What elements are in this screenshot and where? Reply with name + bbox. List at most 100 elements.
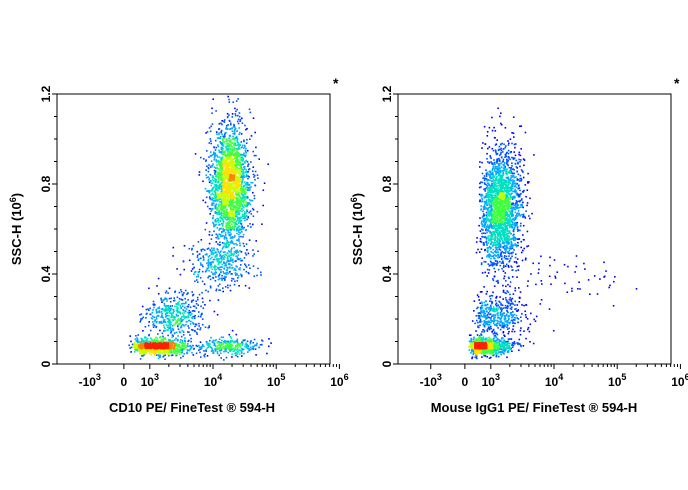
data-point <box>212 272 214 275</box>
data-point <box>228 205 231 207</box>
data-point <box>242 154 244 156</box>
data-point <box>515 143 517 145</box>
data-point <box>527 245 530 247</box>
data-point <box>196 250 199 253</box>
data-point <box>242 339 245 342</box>
data-point <box>492 329 495 332</box>
data-point <box>512 318 515 321</box>
data-point <box>178 323 181 326</box>
data-point <box>220 202 223 204</box>
data-point <box>164 313 167 315</box>
data-point <box>197 259 200 261</box>
data-point <box>227 286 229 289</box>
data-point <box>504 335 506 337</box>
data-point <box>235 152 237 154</box>
data-point <box>249 223 251 225</box>
data-point <box>255 240 257 242</box>
data-point <box>240 186 242 188</box>
data-point <box>502 307 505 309</box>
data-point <box>230 193 232 196</box>
data-point <box>231 217 233 220</box>
data-point <box>252 249 254 251</box>
data-point <box>209 130 212 133</box>
data-point <box>240 183 243 185</box>
data-point <box>192 253 194 255</box>
data-point <box>200 250 203 252</box>
data-point <box>245 183 248 185</box>
data-point <box>192 309 195 312</box>
data-point <box>505 285 507 288</box>
data-point <box>221 222 223 225</box>
data-point <box>174 318 176 321</box>
data-point <box>209 275 211 277</box>
data-point <box>223 190 225 193</box>
data-point <box>612 305 615 307</box>
data-point <box>238 207 241 209</box>
data-point <box>227 229 230 232</box>
data-point <box>229 221 232 223</box>
data-point <box>238 183 241 185</box>
data-point <box>220 216 223 219</box>
data-point <box>221 120 223 122</box>
data-point <box>170 323 173 326</box>
data-point <box>189 348 191 351</box>
data-point <box>145 347 148 349</box>
data-point <box>136 337 138 339</box>
data-point <box>209 286 212 289</box>
data-point <box>199 315 202 318</box>
data-point <box>218 196 221 199</box>
data-point <box>205 269 208 271</box>
data-point <box>150 337 152 339</box>
data-point <box>578 281 580 283</box>
data-point <box>237 177 239 179</box>
data-point <box>516 310 518 312</box>
data-point <box>139 347 142 350</box>
data-point <box>210 266 212 269</box>
data-point <box>220 255 223 258</box>
data-point <box>186 305 189 308</box>
data-point <box>208 325 210 327</box>
data-point <box>206 342 209 345</box>
data-point <box>235 157 238 159</box>
data-point <box>230 348 232 351</box>
data-point <box>479 166 481 168</box>
data-point <box>517 173 520 176</box>
data-point <box>504 265 507 267</box>
data-point <box>515 269 517 272</box>
data-point <box>139 350 141 353</box>
data-point <box>172 335 174 337</box>
data-point <box>226 241 228 244</box>
data-point <box>218 278 221 280</box>
data-point <box>506 309 508 312</box>
data-point <box>186 312 189 314</box>
data-point <box>152 324 155 326</box>
data-point <box>485 175 488 177</box>
data-point <box>159 349 162 352</box>
data-point <box>220 277 222 279</box>
data-point <box>228 226 230 228</box>
data-point <box>228 151 231 154</box>
data-point <box>499 328 502 331</box>
data-point <box>484 177 486 180</box>
data-point <box>508 277 510 280</box>
data-point <box>164 310 166 313</box>
data-point <box>483 214 486 216</box>
data-point <box>229 120 231 122</box>
data-point <box>214 170 217 173</box>
data-point <box>212 341 214 344</box>
data-point <box>203 345 205 348</box>
data-point <box>214 265 216 267</box>
data-point <box>500 153 502 155</box>
data-point <box>212 261 214 263</box>
data-point <box>613 280 615 283</box>
data-point <box>228 260 231 262</box>
data-point <box>209 264 212 267</box>
data-point <box>635 288 638 290</box>
data-point <box>229 241 232 244</box>
data-point <box>508 260 510 263</box>
data-point <box>152 300 155 303</box>
data-point <box>235 214 238 216</box>
data-point <box>217 195 219 197</box>
data-point <box>236 177 238 179</box>
data-point <box>521 304 523 306</box>
